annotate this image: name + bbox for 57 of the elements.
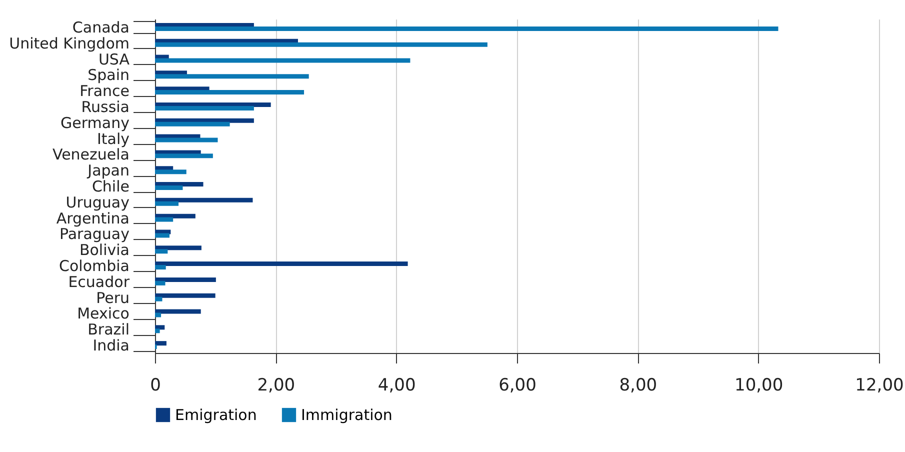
bar xyxy=(155,328,160,334)
bar xyxy=(155,58,410,63)
bar xyxy=(155,277,216,282)
y-tick-label: Mexico xyxy=(77,304,130,323)
bar xyxy=(155,106,254,110)
y-tick-label: Bolivia xyxy=(79,241,130,260)
x-tick-label: 10,00 xyxy=(734,376,784,396)
bar xyxy=(155,312,162,318)
x-tick-label: 4,00 xyxy=(378,376,416,396)
bar xyxy=(155,42,488,47)
bar xyxy=(155,217,174,222)
y-tick-label: Brazil xyxy=(88,320,130,339)
bar xyxy=(155,170,186,174)
y-tick-label: Uruguay xyxy=(66,193,130,212)
y-tick-label: Venezuela xyxy=(52,146,130,164)
x-tick-label: 8,00 xyxy=(619,376,658,396)
bar xyxy=(155,265,166,270)
bar xyxy=(155,154,213,158)
x-tick-label: 12,00 xyxy=(855,376,904,396)
bar xyxy=(155,122,230,126)
y-tick-label: India xyxy=(92,336,130,355)
bar xyxy=(155,296,162,302)
bar xyxy=(155,262,408,266)
y-tick-label: Japan xyxy=(86,162,130,180)
bar xyxy=(155,293,216,298)
bar xyxy=(155,214,196,218)
y-tick-label: Spain xyxy=(88,66,130,84)
y-tick-label: France xyxy=(80,82,130,100)
bar xyxy=(155,198,253,202)
bar xyxy=(155,309,201,314)
bar xyxy=(155,246,202,250)
x-tick-label: 0 xyxy=(150,376,161,396)
bar xyxy=(155,249,168,254)
bar xyxy=(155,233,170,238)
bar xyxy=(155,138,218,142)
bar xyxy=(155,74,309,79)
bar xyxy=(155,280,166,286)
y-tick-label: Russia xyxy=(81,98,130,116)
y-tick-label: Argentina xyxy=(56,209,130,228)
legend-label: Immigration xyxy=(301,406,392,424)
x-tick-label: 6,00 xyxy=(498,376,536,396)
y-tick-label: USA xyxy=(98,50,130,68)
y-tick-label: United Kingdom xyxy=(9,34,130,52)
bar xyxy=(155,90,304,95)
y-tick-label: Ecuador xyxy=(68,272,130,291)
y-tick-label: Canada xyxy=(72,18,130,36)
y-tick-label: Chile xyxy=(92,178,130,196)
legend-label: Emigration xyxy=(175,406,257,424)
y-tick-label: Italy xyxy=(96,130,130,148)
bar xyxy=(155,185,183,190)
y-tick-label: Colombia xyxy=(59,257,130,276)
bar xyxy=(155,341,166,346)
bar xyxy=(155,26,778,31)
y-tick-label: Peru xyxy=(96,288,130,307)
bar xyxy=(155,201,179,206)
x-tick-label: 2,00 xyxy=(257,376,296,396)
y-tick-label: Germany xyxy=(60,114,130,132)
